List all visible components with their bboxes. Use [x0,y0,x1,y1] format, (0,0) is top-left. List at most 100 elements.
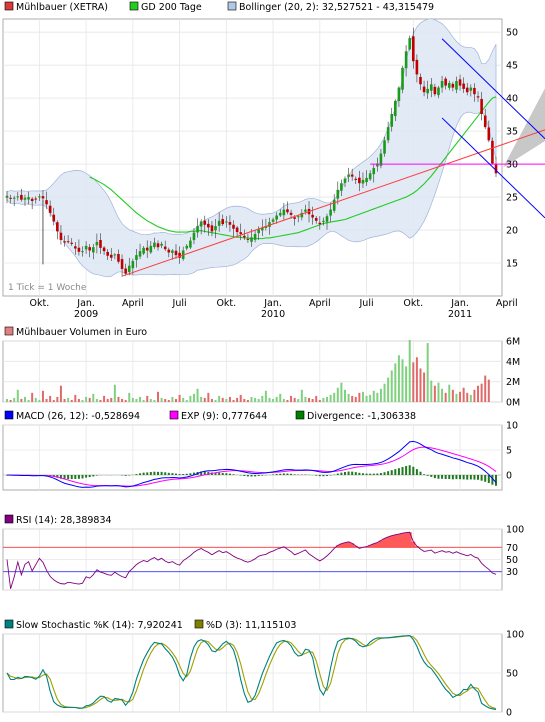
candle-body [437,87,440,96]
volume-bar [27,399,30,402]
divergence-bar [160,471,163,475]
volume-bar [70,399,73,402]
y-tick-label: 6M [506,337,520,348]
trendline [441,117,545,219]
volume-bar [13,397,16,402]
candle-body [401,67,404,90]
volume-bar [329,394,332,402]
candle-body [365,177,368,183]
divergence-bar [214,472,217,475]
divergence-bar [157,471,160,475]
divergence-bar [358,472,361,475]
volume-bar [121,398,124,402]
rsi-overbought-area [389,535,394,548]
divergence-bar [372,473,375,475]
candle-body [232,224,235,229]
volume-bar [448,384,451,402]
candle-body [257,229,260,234]
candle-body [228,222,232,225]
volume-bar [16,389,19,402]
volume-bar [466,392,469,402]
divergence-bar [343,471,346,475]
volume-bar [419,368,422,402]
candle-body [210,225,214,232]
candle-body [142,247,145,254]
divergence-bar [56,475,59,478]
candle-body [408,38,412,50]
candle-body [271,219,275,222]
y-tick-label: 50 [506,28,518,39]
divergence-bar [444,475,447,480]
volume-bar [397,355,400,402]
volume-bar [218,395,221,402]
y-tick-label: 2M [506,377,520,388]
panel-frame-3 [2,424,503,491]
volume-bar [236,397,239,402]
candle-body [458,79,462,86]
volume-bar [157,391,160,402]
divergence-bar [67,475,70,480]
candle-body [45,200,48,205]
divergence-bar [185,473,188,475]
legend-label: GD 200 Tage [141,2,202,13]
candle-body [293,217,296,219]
x-tick-year: 2010 [261,309,285,320]
volume-bar [361,391,364,402]
volume-bar [401,359,404,402]
volume-bar [41,390,44,402]
candle-body [419,76,422,85]
rsi-overbought-area [375,542,380,548]
divergence-bar [484,475,487,482]
volume-bar [426,343,429,402]
volume-bar [20,398,23,402]
volume-bar [433,385,436,402]
candle-body [462,83,465,89]
volume-bar [153,399,156,402]
candle-body [160,243,163,246]
volume-bar [257,398,260,402]
y-tick-label: 0 [506,471,512,482]
candle-body [221,219,225,225]
candle-body [361,179,365,184]
candle-body [282,209,286,216]
candle-body [325,216,329,222]
candle-body [77,247,81,252]
volume-bar [52,399,55,402]
volume-bar [103,395,106,402]
candle-body [390,113,394,127]
candle-body [74,246,77,249]
y-tick-label: 30 [506,160,518,171]
volume-bar [300,389,303,402]
divergence-bar [164,472,167,475]
candle-body [336,189,340,199]
candle-body [311,214,314,218]
divergence-bar [415,469,418,475]
candle-body [322,220,325,222]
volume-bar [250,396,253,402]
legend-label: Mühlbauer Volumen in Euro [16,327,147,338]
divergence-bar [351,471,354,475]
y-tick-label: 4M [506,357,520,368]
candle-body [131,261,135,269]
x-tick-label: April [309,298,331,309]
volume-bar [412,362,415,402]
candle-body [422,86,426,93]
volume-bar [376,392,379,402]
volume-bar [326,396,329,402]
volume-bar [196,388,199,402]
candle-body [225,221,228,223]
divergence-bar [200,471,203,475]
candle-body [214,226,217,231]
x-tick-label: Juli [359,298,374,309]
volume-bar [210,398,213,402]
candle-body [235,227,239,233]
candle-body [84,245,88,250]
volume-bar [77,398,80,402]
volume-bar [131,397,134,402]
volume-bar [149,398,152,402]
candle-body [30,198,34,202]
divergence-bar [480,475,483,481]
divergence-bar [326,475,329,477]
candle-body [379,153,383,166]
candle-body [27,197,30,200]
